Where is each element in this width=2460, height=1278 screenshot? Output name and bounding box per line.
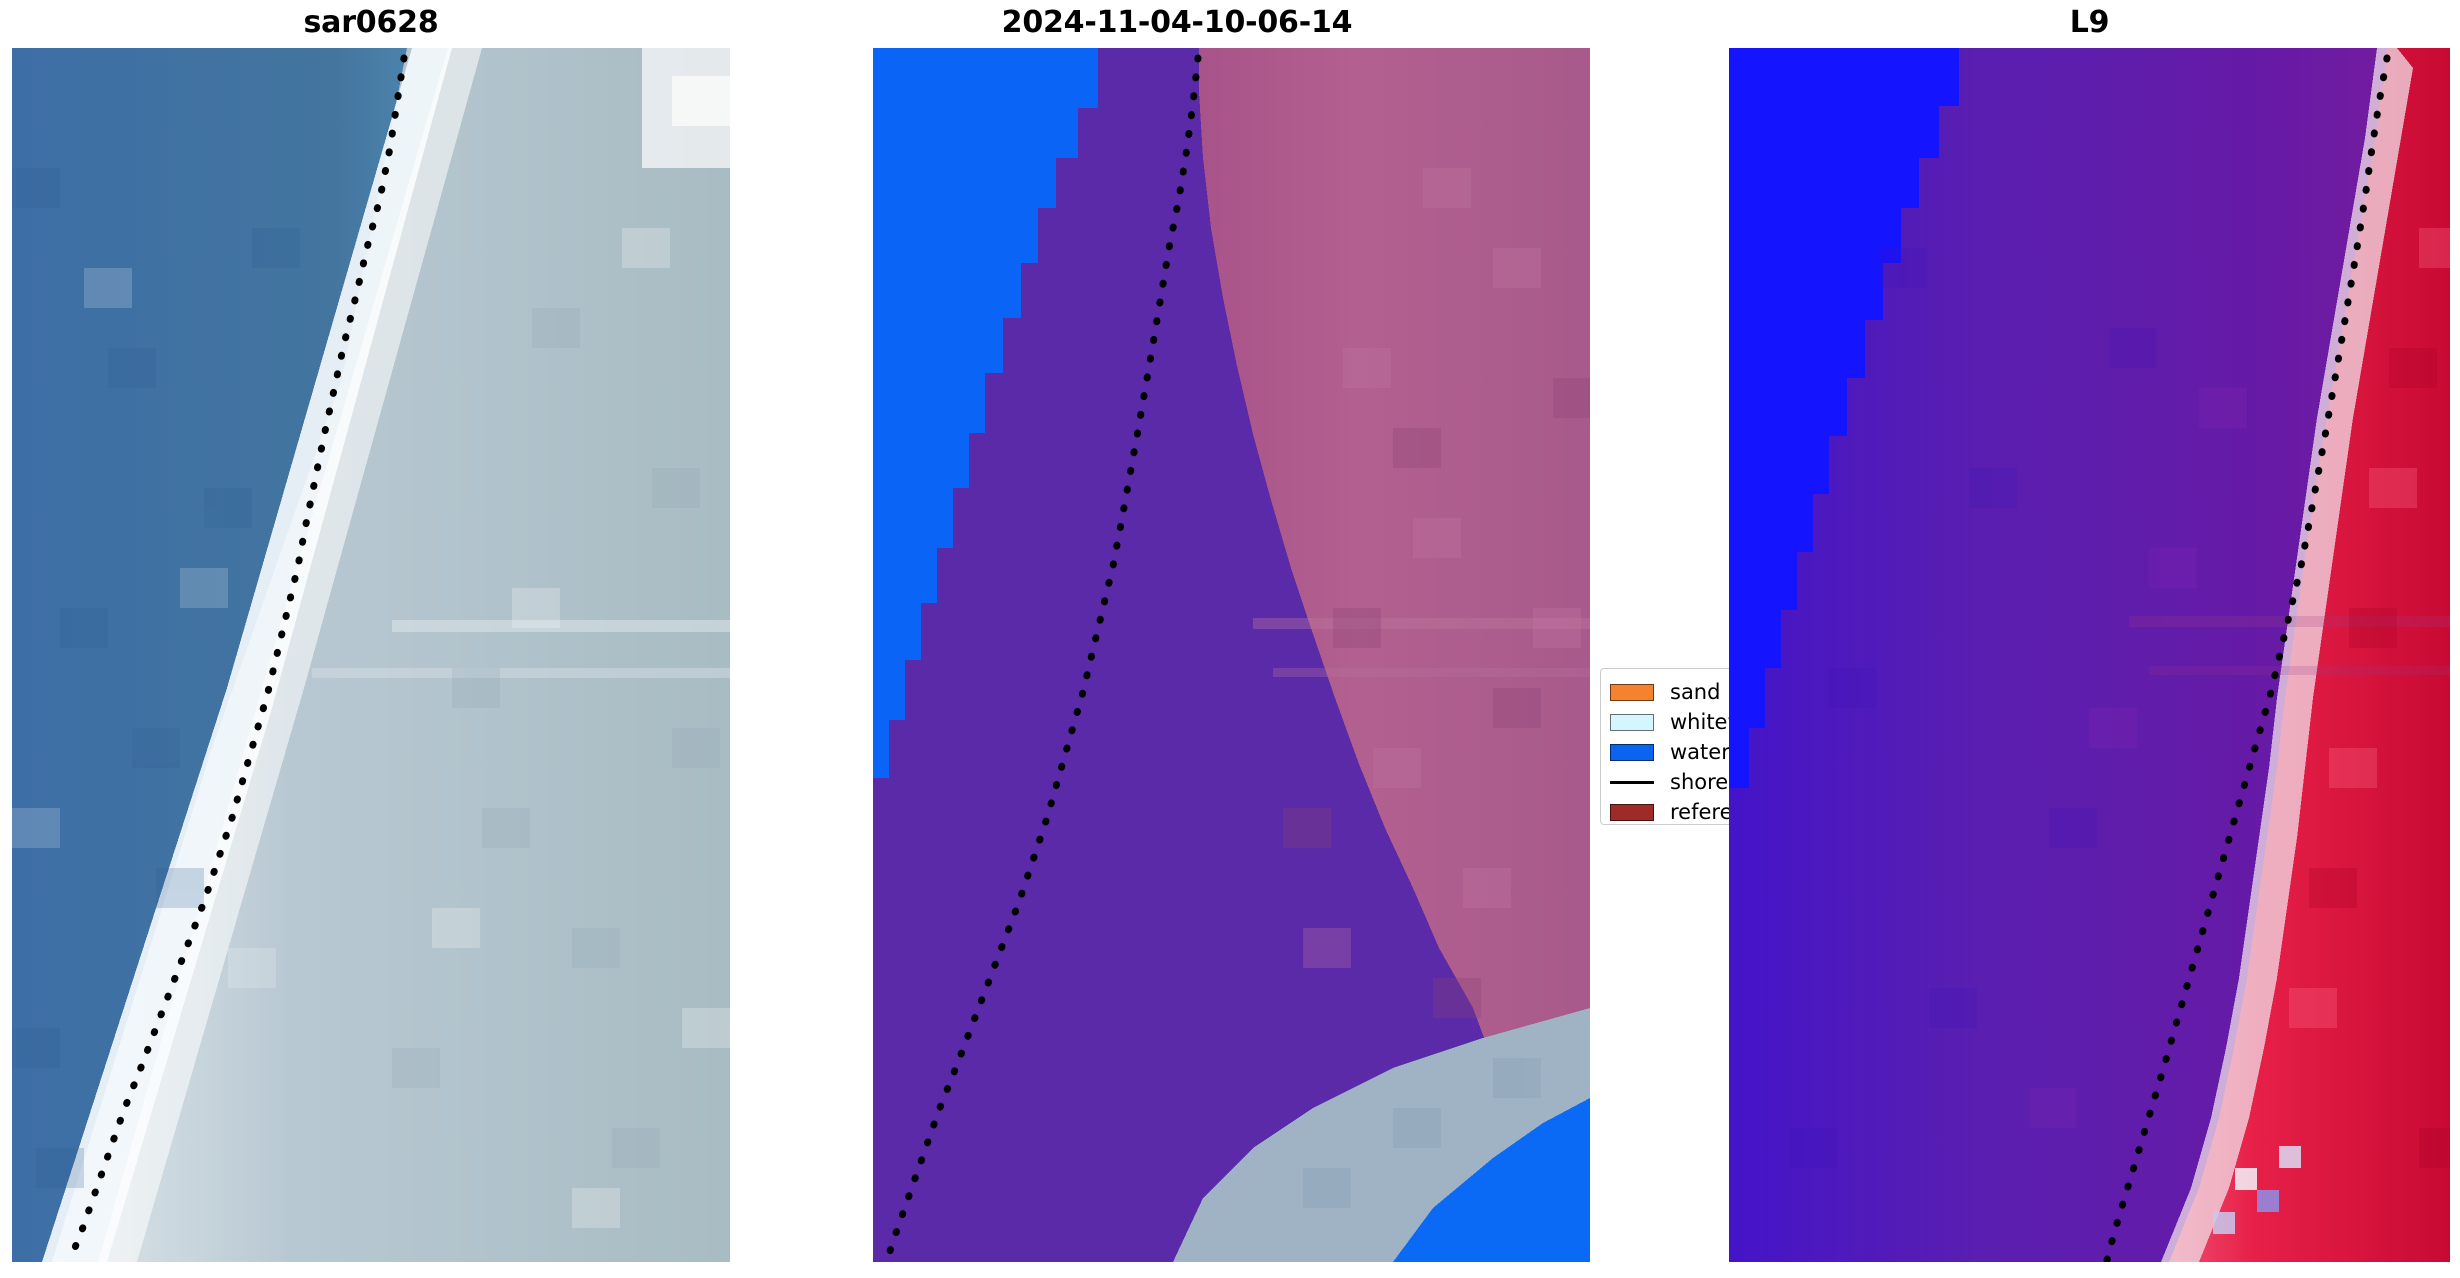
legend-label-water: water: [1670, 739, 1730, 764]
panel-1-title: sar0628: [303, 5, 439, 40]
panel-2-image: [873, 48, 1590, 1262]
whitewater-swatch-icon: [1610, 713, 1654, 731]
sand-swatch-icon: [1610, 683, 1654, 701]
panel-3-image: [1729, 48, 2450, 1262]
panel-3-raster: [1729, 48, 2450, 1262]
panel-1-image: [12, 48, 730, 1262]
shoreline-line-icon: [1610, 774, 1654, 791]
legend-item-water: water: [1610, 737, 1789, 767]
legend-item-sand: sand: [1610, 677, 1789, 707]
panel-l9: L9: [1602, 0, 2460, 1278]
panel-1-raster: [12, 48, 730, 1262]
reference-shoreline-swatch-icon: [1610, 803, 1654, 821]
water-swatch-icon: [1610, 743, 1654, 761]
panel-classified: 2024-11-04-10-06-14: [742, 0, 1602, 1278]
panel-3-title: L9: [2069, 5, 2110, 40]
panel-2-title: 2024-11-04-10-06-14: [1001, 5, 1353, 40]
panel-sar0628: sar0628: [0, 0, 742, 1278]
legend-label-sand: sand: [1670, 679, 1721, 704]
panel-2-raster: [873, 48, 1590, 1262]
